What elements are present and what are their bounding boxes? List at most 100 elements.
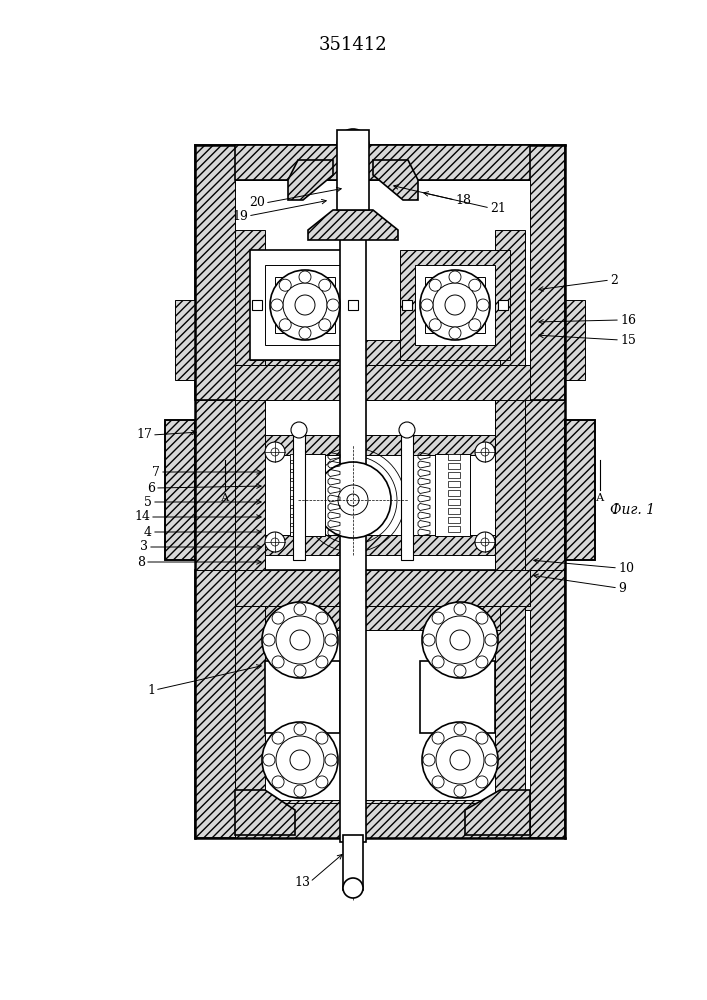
Circle shape (291, 422, 307, 438)
Circle shape (265, 442, 285, 462)
Circle shape (445, 295, 465, 315)
Text: 16: 16 (620, 314, 636, 326)
Circle shape (263, 634, 275, 646)
Circle shape (475, 532, 495, 552)
Circle shape (420, 270, 490, 340)
Bar (275, 277, 335, 333)
Circle shape (299, 327, 311, 339)
Circle shape (454, 785, 466, 797)
Circle shape (485, 754, 497, 766)
Circle shape (469, 319, 481, 331)
Bar (448, 454, 460, 460)
Bar (195, 400, 265, 570)
Text: 19: 19 (232, 210, 248, 223)
Bar (448, 481, 460, 487)
Circle shape (327, 299, 339, 311)
Bar (290, 499, 302, 505)
Bar (448, 499, 460, 505)
Bar (290, 472, 302, 478)
Bar (348, 300, 358, 310)
Bar (290, 526, 302, 532)
Bar (448, 472, 460, 478)
Circle shape (454, 723, 466, 735)
Text: А: А (221, 493, 229, 503)
Bar (400, 250, 510, 360)
Bar (195, 145, 565, 400)
Circle shape (475, 442, 495, 462)
Circle shape (295, 295, 315, 315)
Bar (495, 570, 525, 838)
Circle shape (476, 776, 488, 788)
Circle shape (262, 722, 338, 798)
Bar (448, 490, 460, 496)
Bar (290, 454, 302, 460)
Bar (235, 365, 530, 400)
Circle shape (270, 270, 340, 340)
Circle shape (454, 665, 466, 677)
Bar (343, 835, 363, 890)
Circle shape (319, 319, 331, 331)
Text: 18: 18 (455, 194, 471, 207)
Circle shape (481, 538, 489, 546)
Circle shape (315, 462, 391, 538)
Bar (235, 803, 530, 838)
Circle shape (432, 612, 444, 624)
Bar (470, 455, 495, 535)
Bar (265, 265, 345, 345)
Bar (235, 610, 530, 800)
Text: 7: 7 (152, 466, 160, 479)
Circle shape (316, 612, 328, 624)
Text: 6: 6 (147, 482, 155, 494)
Circle shape (399, 422, 415, 438)
Circle shape (263, 754, 275, 766)
Circle shape (432, 776, 444, 788)
Circle shape (436, 736, 484, 784)
Bar (265, 455, 290, 535)
Bar (250, 250, 360, 360)
Circle shape (433, 283, 477, 327)
Bar (175, 300, 195, 380)
Bar (448, 508, 460, 514)
Bar (448, 526, 460, 532)
Circle shape (316, 656, 328, 668)
Circle shape (316, 732, 328, 744)
Polygon shape (235, 790, 295, 835)
Polygon shape (373, 160, 418, 200)
Circle shape (469, 279, 481, 291)
Circle shape (283, 283, 327, 327)
Circle shape (429, 319, 441, 331)
Circle shape (432, 656, 444, 668)
Circle shape (422, 722, 498, 798)
Circle shape (279, 279, 291, 291)
Circle shape (450, 750, 470, 770)
Bar (448, 517, 460, 523)
Circle shape (347, 494, 359, 506)
Circle shape (272, 656, 284, 668)
Text: 15: 15 (620, 334, 636, 347)
Circle shape (262, 602, 338, 678)
Bar (498, 300, 508, 310)
Circle shape (272, 612, 284, 624)
Bar (495, 230, 525, 570)
Bar (235, 230, 265, 570)
Circle shape (271, 538, 279, 546)
Circle shape (299, 271, 311, 283)
Text: 8: 8 (137, 556, 145, 568)
Bar (425, 277, 485, 333)
Circle shape (432, 732, 444, 744)
Circle shape (272, 776, 284, 788)
Text: 3: 3 (140, 540, 148, 554)
Bar (235, 145, 530, 180)
Text: 10: 10 (618, 562, 634, 574)
Circle shape (272, 732, 284, 744)
Bar (165, 420, 195, 560)
Bar (293, 430, 305, 560)
Text: 2: 2 (610, 273, 618, 286)
Circle shape (294, 665, 306, 677)
Circle shape (436, 616, 484, 664)
Bar (265, 606, 500, 630)
Text: 13: 13 (294, 876, 310, 888)
Text: 20: 20 (249, 196, 265, 210)
Bar (290, 490, 302, 496)
Text: Фиг. 1: Фиг. 1 (610, 503, 655, 517)
